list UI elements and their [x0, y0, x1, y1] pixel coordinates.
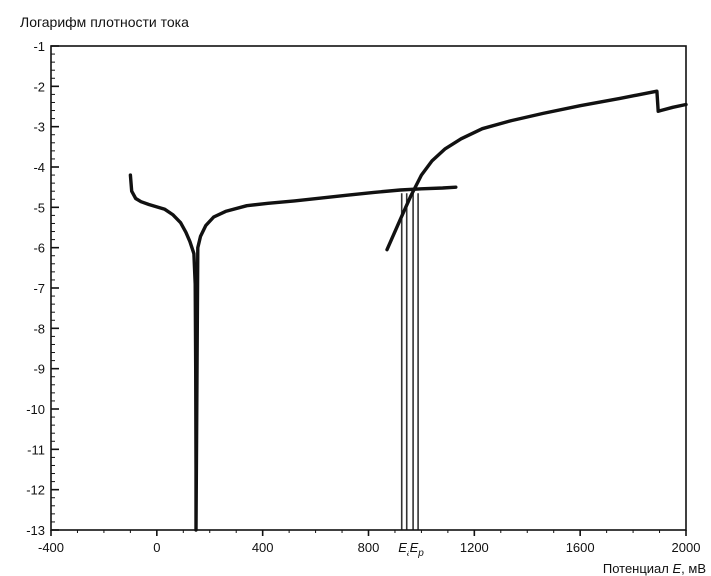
y-tick-label: -13: [26, 523, 45, 538]
y-tick-label: -4: [33, 160, 45, 175]
x-tick-label: 800: [358, 540, 380, 555]
axis-ticks: -1 -2 -3 -4 -5 -6 -7 -8 -9 -10 -11 -12 -13 -400 0 400 80…: [26, 39, 700, 555]
x-tick-label: 1600: [566, 540, 595, 555]
series-group: [130, 91, 686, 530]
y-tick-label: -2: [33, 79, 45, 94]
y-tick-label: -6: [33, 241, 45, 256]
plot-frame: [51, 46, 686, 530]
y-tick-label: -11: [27, 442, 45, 457]
y-tick-label: -7: [33, 281, 45, 296]
x-tick-label: 1200: [460, 540, 489, 555]
marker-labels: EaEp: [397, 538, 428, 560]
series-line-2: [387, 91, 686, 250]
y-tick-label: -5: [33, 200, 45, 215]
y-tick-label: -12: [26, 483, 45, 498]
y-tick-label: -8: [33, 321, 45, 336]
y-tick-label: -9: [33, 362, 45, 377]
y-tick-label: -1: [33, 39, 45, 54]
x-tick-label: -400: [38, 540, 64, 555]
potential-markers: [402, 193, 418, 530]
y-tick-label: -10: [26, 402, 45, 417]
x-axis-label: Потенциал E, мВ: [603, 561, 706, 576]
chart-title: Логарифм плотности тока: [20, 14, 189, 30]
x-tick-label: 2000: [672, 540, 701, 555]
x-tick-label: 400: [252, 540, 274, 555]
y-tick-label: -3: [33, 120, 45, 135]
x-tick-label: 0: [153, 540, 160, 555]
